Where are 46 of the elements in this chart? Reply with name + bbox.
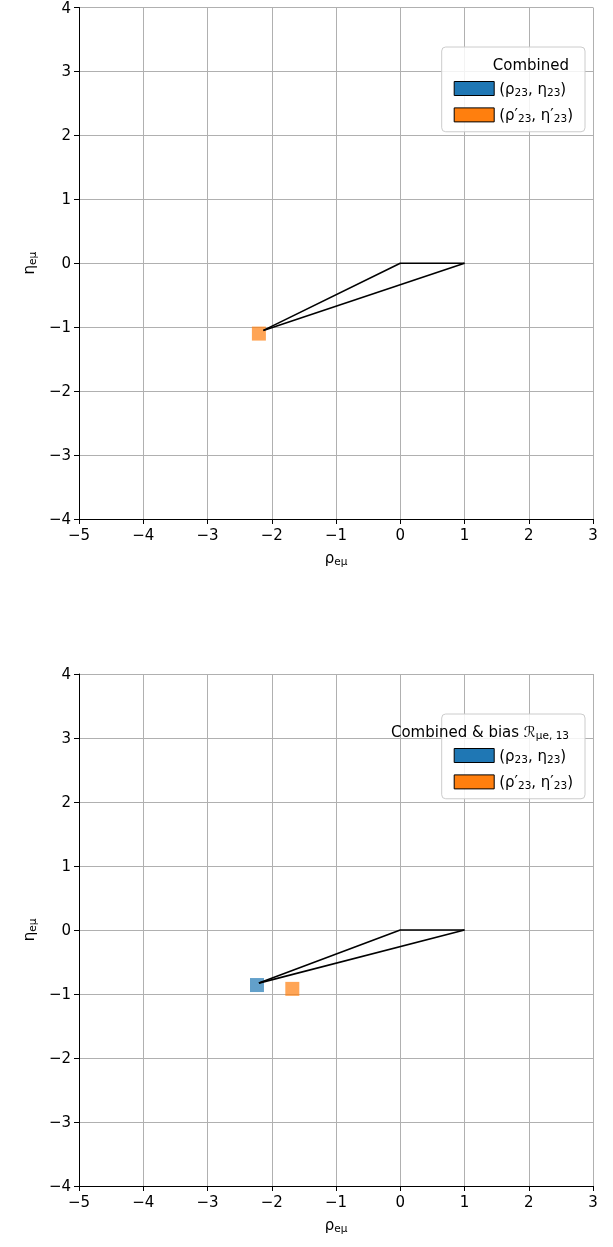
y-tick-label: 4 <box>61 0 71 17</box>
x-tick-label: 1 <box>459 1192 470 1211</box>
x-tick-label: −3 <box>196 525 219 544</box>
x-tick-label: 3 <box>588 525 598 544</box>
y-tick-label: −1 <box>48 985 71 1003</box>
y-tick-label: −4 <box>48 510 71 528</box>
y-tick-label: 3 <box>61 729 71 747</box>
x-tick-label: 2 <box>523 1192 534 1211</box>
x-tick-label: −4 <box>132 1192 155 1211</box>
legend-label: (ρ′23, η′23) <box>499 105 574 125</box>
x-tick-label: 0 <box>395 1192 406 1211</box>
y-tick-label: −1 <box>48 318 71 337</box>
y-tick-label: 1 <box>61 190 71 209</box>
x-tick-label: −1 <box>324 525 348 544</box>
legend-title: Combined & bias ℛμe, 13 <box>390 722 570 741</box>
y-tick-label: 4 <box>61 665 71 683</box>
y-axis-title: ηeμ <box>20 918 39 942</box>
x-tick-label: 0 <box>395 525 406 544</box>
y-tick-label: −4 <box>48 1177 71 1195</box>
x-tick-label: 3 <box>588 1192 598 1211</box>
y-axis-title: ηeμ <box>20 251 39 275</box>
y-tick-label: −3 <box>48 1113 71 1131</box>
x-tick-label: 1 <box>459 525 470 544</box>
x-tick-label: −5 <box>67 525 91 544</box>
legend-label: (ρ23, η23) <box>499 746 567 765</box>
y-tick-label: 2 <box>61 793 71 811</box>
y-tick-label: −3 <box>48 446 71 465</box>
y-tick-label: −2 <box>48 1049 71 1067</box>
y-tick-label: 1 <box>61 857 71 875</box>
x-axis-title: ρeμ <box>324 548 348 568</box>
x-tick-label: −2 <box>260 1192 283 1211</box>
x-tick-label: 2 <box>523 525 534 544</box>
legend-title: Combined <box>492 55 570 74</box>
x-tick-label: −3 <box>196 1192 219 1211</box>
x-tick-label: −4 <box>132 525 155 544</box>
y-tick-label: 3 <box>61 62 71 81</box>
y-tick-label: 0 <box>61 921 71 939</box>
x-tick-label: −2 <box>260 525 283 544</box>
x-tick-label: −5 <box>67 1192 91 1211</box>
x-tick-label: −1 <box>324 1192 348 1211</box>
y-tick-label: −2 <box>48 382 71 401</box>
x-axis-title: ρeμ <box>324 1215 348 1235</box>
y-tick-label: 2 <box>61 126 71 145</box>
y-tick-label: 0 <box>61 254 71 273</box>
legend-label: (ρ′23, η′23) <box>499 772 574 792</box>
legend-label: (ρ23, η23) <box>499 79 567 98</box>
